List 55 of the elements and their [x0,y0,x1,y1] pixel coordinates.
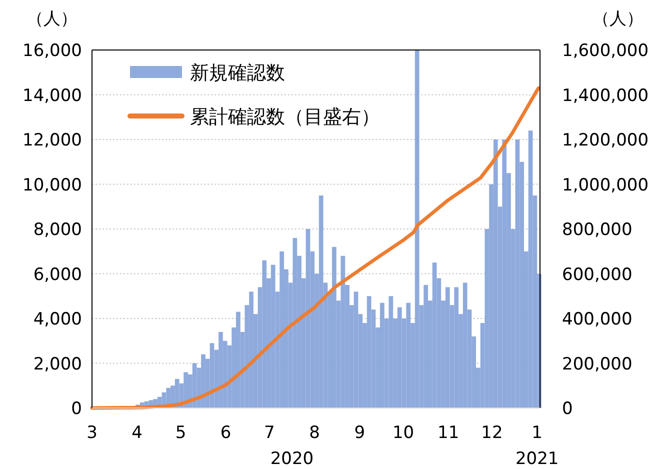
bar [318,195,324,408]
y-tick-label: 4,000 [33,310,82,330]
bar [414,50,420,408]
y2-tick-label: 1,000,000 [562,175,649,196]
legend-label: 累計確認数（目盛右） [190,106,380,128]
text: 2021 [515,449,559,469]
y2-tick-label: 200,000 [562,354,632,374]
y2-tick-label: 0 [562,399,573,419]
bar [493,140,498,408]
x-tick-label: 12 [481,423,503,443]
y-axis-title: （人） [26,9,78,29]
bar [432,262,437,408]
x-tick-label: 3 [86,423,98,443]
y2-tick-label: 1,200,000 [562,130,649,150]
bar [454,287,459,408]
x-tick-label: 1 [532,423,543,443]
y-tick-label: 8,000 [33,220,82,240]
y-tick-label: 6,000 [33,264,82,285]
bar [502,140,507,408]
y-tick-label: 10,000 [22,175,82,196]
y2-tick-label: 600,000 [562,264,632,285]
x-tick-label: 10 [392,423,414,443]
x-tick-label: 5 [175,423,186,443]
y-tick-label: 12,000 [22,130,82,150]
x-tick-label: 9 [354,423,366,443]
bar [515,140,520,408]
y2-axis-title: （人） [592,9,644,29]
bar [388,296,394,408]
bar [462,282,468,408]
y-tick-label: 16,000 [22,41,82,61]
x-tick-label: 7 [264,423,275,443]
y-tick-label: 14,000 [22,86,82,106]
y2-tick-label: 800,000 [562,220,632,240]
bar [445,287,450,408]
bar [397,307,402,408]
bar [270,264,276,408]
x-tick-label: 6 [220,423,232,443]
text: 2020 [270,449,314,469]
bar [262,260,267,408]
y-tick-label: 2,000 [33,354,82,374]
x-tick-label: 4 [132,423,143,443]
bar [406,302,411,408]
y2-tick-label: 1,600,000 [562,41,649,61]
y2-tick-label: 400,000 [562,310,632,330]
y-tick-label: 0 [71,399,82,419]
legend-label: 新規確認数 [190,62,285,84]
bar [366,296,372,408]
x-tick-label: 8 [309,423,320,443]
x-tick-label: 11 [438,423,460,443]
bar [528,130,533,408]
bar [354,292,358,408]
bar [340,256,346,408]
bar [292,238,298,408]
y2-tick-label: 1,400,000 [562,86,649,106]
line-series [90,86,540,410]
